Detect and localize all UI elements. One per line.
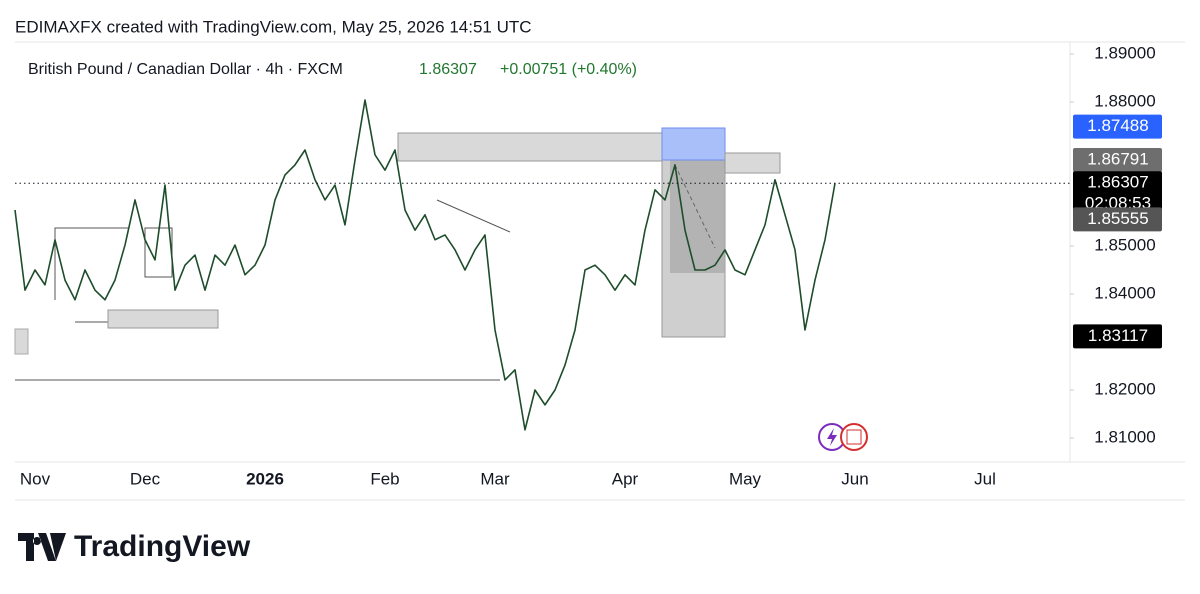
target-box bbox=[661, 127, 726, 161]
drawings bbox=[14, 127, 868, 451]
price-badge-label: 1.87488 bbox=[1087, 116, 1148, 135]
price-change: +0.00751 (+0.40%) bbox=[500, 61, 637, 78]
y-tick-label: 1.89000 bbox=[1094, 43, 1155, 62]
price-badge-label: 1.83117 bbox=[1088, 326, 1148, 345]
header-title: EDIMAXFX created with TradingView.com, M… bbox=[15, 17, 532, 36]
price-badge bbox=[1073, 207, 1162, 232]
zone bbox=[724, 152, 781, 174]
x-tick-label: Apr bbox=[612, 469, 639, 488]
price-badge-label: 1.86791 bbox=[1087, 150, 1148, 169]
trend-line bbox=[54, 227, 128, 300]
x-tick-label: Nov bbox=[20, 469, 51, 488]
last-price: 1.86307 bbox=[419, 61, 477, 78]
zone bbox=[14, 328, 29, 355]
x-tick-label: Feb bbox=[370, 469, 399, 488]
brand-name: TradingView bbox=[74, 530, 251, 563]
x-tick-label: Dec bbox=[130, 469, 161, 488]
price-line bbox=[14, 99, 836, 431]
x-tick-label: 2026 bbox=[246, 469, 284, 488]
price-badge bbox=[1073, 148, 1162, 173]
projection-line bbox=[674, 164, 716, 249]
price-badge-label: 1.86307 bbox=[1087, 173, 1148, 192]
y-tick-label: 1.88000 bbox=[1094, 91, 1155, 110]
price-badge bbox=[1073, 171, 1162, 218]
flag-icon bbox=[846, 429, 862, 445]
x-tick-label: Jun bbox=[841, 469, 868, 488]
event-icon bbox=[827, 428, 837, 446]
y-tick-label: 1.81000 bbox=[1094, 427, 1155, 446]
price-badge bbox=[1073, 114, 1162, 139]
position-box bbox=[670, 160, 725, 273]
logo-mark bbox=[18, 533, 56, 561]
brand-logo bbox=[18, 533, 66, 561]
zone bbox=[107, 309, 219, 329]
x-tick-label: Mar bbox=[480, 469, 510, 488]
trend-line bbox=[436, 199, 511, 233]
symbol-title: British Pound / Canadian Dollar · 4h · F… bbox=[28, 61, 343, 78]
x-tick-label: May bbox=[729, 469, 762, 488]
y-tick-label: 1.84000 bbox=[1094, 283, 1155, 302]
price-badge bbox=[1073, 324, 1162, 349]
price-badge-label: 1.85555 bbox=[1087, 209, 1148, 228]
y-tick-label: 1.85000 bbox=[1094, 235, 1155, 254]
x-tick-label: Jul bbox=[974, 469, 996, 488]
logo-mark bbox=[50, 533, 66, 561]
zone bbox=[397, 132, 666, 162]
y-tick-label: 1.82000 bbox=[1094, 379, 1155, 398]
